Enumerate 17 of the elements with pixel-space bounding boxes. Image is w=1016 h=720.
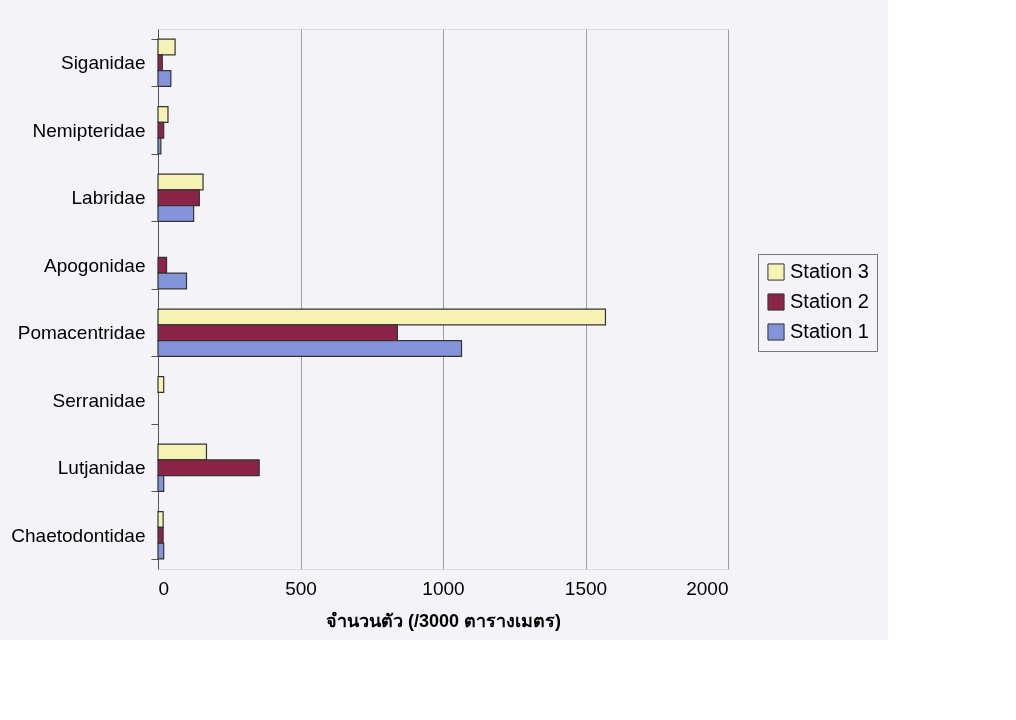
x-tick-label: 500: [285, 577, 317, 599]
y-tick-label: Chaetodontidae: [11, 524, 146, 546]
y-tick-label: Pomacentridae: [17, 322, 146, 344]
x-tick-label: 1500: [564, 577, 608, 599]
legend-label: Station 3: [790, 260, 869, 282]
y-tick-label: Labridae: [71, 187, 146, 209]
legend-label: Station 1: [790, 320, 869, 342]
y-tick-label: Nemipteridae: [32, 119, 146, 141]
x-tick-label: 1000: [422, 577, 465, 599]
y-tick-label: Lutjanidae: [57, 457, 146, 479]
x-axis-title: จำนวนตัว (/3000 ตารางเมตร): [325, 610, 562, 631]
y-tick-label: Serranidae: [52, 389, 146, 411]
x-tick-label: 0: [158, 577, 170, 599]
x-tick-label: 2000: [686, 577, 729, 599]
y-tick-label: Siganidae: [60, 52, 146, 74]
legend-label: Station 2: [790, 290, 869, 312]
y-tick-label: Apogonidae: [44, 254, 146, 276]
